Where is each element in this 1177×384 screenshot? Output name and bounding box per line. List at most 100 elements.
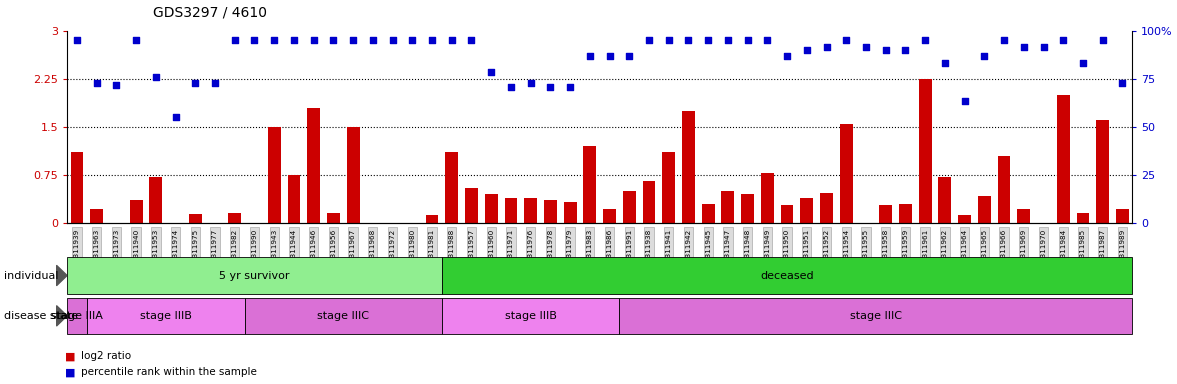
Point <box>541 84 560 90</box>
Point <box>916 37 935 43</box>
Bar <box>188 214 201 223</box>
Point <box>481 69 500 75</box>
Polygon shape <box>56 265 67 286</box>
Point <box>679 37 698 43</box>
Text: stage IIIC: stage IIIC <box>318 311 370 321</box>
Bar <box>919 79 931 223</box>
Bar <box>663 152 676 223</box>
Point <box>817 44 836 50</box>
Point <box>225 37 244 43</box>
Bar <box>287 175 300 223</box>
Point <box>995 37 1013 43</box>
Point <box>245 37 264 43</box>
Point <box>837 37 856 43</box>
Point <box>384 37 403 43</box>
Point <box>620 53 639 60</box>
Text: disease state: disease state <box>4 311 78 321</box>
Point <box>1113 80 1132 86</box>
Bar <box>129 200 142 223</box>
Text: individual: individual <box>4 270 58 281</box>
Point <box>956 98 975 104</box>
Polygon shape <box>56 306 67 326</box>
Text: stage IIIC: stage IIIC <box>850 311 902 321</box>
Bar <box>149 177 162 223</box>
Point <box>521 80 540 86</box>
Bar <box>426 215 438 223</box>
Bar <box>445 152 458 223</box>
Bar <box>780 205 793 223</box>
Bar <box>938 177 951 223</box>
Bar <box>71 152 84 223</box>
Bar <box>524 199 537 223</box>
Bar <box>958 215 971 223</box>
Bar <box>998 156 1011 223</box>
Point <box>87 80 106 86</box>
Text: stage IIIA: stage IIIA <box>51 311 102 321</box>
Bar <box>762 173 773 223</box>
Point <box>778 53 797 60</box>
Text: 5 yr survivor: 5 yr survivor <box>219 270 290 281</box>
Point <box>877 47 896 53</box>
Text: stage IIIB: stage IIIB <box>505 311 557 321</box>
Point <box>127 37 146 43</box>
Point <box>206 80 225 86</box>
Text: percentile rank within the sample: percentile rank within the sample <box>81 367 257 377</box>
Point <box>1073 60 1092 66</box>
Point <box>699 37 718 43</box>
Bar <box>643 181 656 223</box>
Point <box>107 82 126 88</box>
Point <box>600 53 619 60</box>
Bar <box>544 200 557 223</box>
Bar <box>899 204 912 223</box>
Point <box>1053 37 1072 43</box>
Bar <box>347 127 359 223</box>
Text: log2 ratio: log2 ratio <box>81 351 132 361</box>
Point <box>146 74 165 80</box>
Text: ■: ■ <box>65 351 75 361</box>
Point <box>718 37 737 43</box>
Bar <box>840 124 852 223</box>
Bar <box>701 204 714 223</box>
Point <box>344 37 363 43</box>
Point <box>639 37 658 43</box>
Point <box>1093 37 1112 43</box>
Bar <box>800 199 813 223</box>
Bar <box>564 202 577 223</box>
Point <box>758 37 777 43</box>
Bar <box>505 199 518 223</box>
Bar <box>681 111 694 223</box>
Bar <box>1096 120 1109 223</box>
Point <box>738 37 757 43</box>
Point <box>186 80 205 86</box>
Bar <box>820 193 833 223</box>
Bar <box>1077 213 1090 223</box>
Point <box>580 53 599 60</box>
Text: stage IIIB: stage IIIB <box>140 311 192 321</box>
Bar <box>978 196 991 223</box>
Point <box>975 53 993 60</box>
Point <box>166 114 185 120</box>
Point <box>403 37 421 43</box>
Point <box>1015 44 1033 50</box>
Point <box>324 37 343 43</box>
Point <box>1035 44 1053 50</box>
Point <box>443 37 461 43</box>
Bar <box>623 191 636 223</box>
Bar <box>722 191 734 223</box>
Bar <box>465 187 478 223</box>
Bar <box>1116 209 1129 223</box>
Point <box>423 37 441 43</box>
Point <box>304 37 322 43</box>
Point <box>936 60 955 66</box>
Text: GDS3297 / 4610: GDS3297 / 4610 <box>153 6 267 20</box>
Bar <box>327 213 340 223</box>
Point <box>67 37 86 43</box>
Bar <box>485 194 498 223</box>
Point <box>463 37 481 43</box>
Bar <box>1057 95 1070 223</box>
Bar <box>228 213 241 223</box>
Text: ■: ■ <box>65 367 75 377</box>
Point <box>659 37 678 43</box>
Point <box>560 84 579 90</box>
Bar <box>603 209 616 223</box>
